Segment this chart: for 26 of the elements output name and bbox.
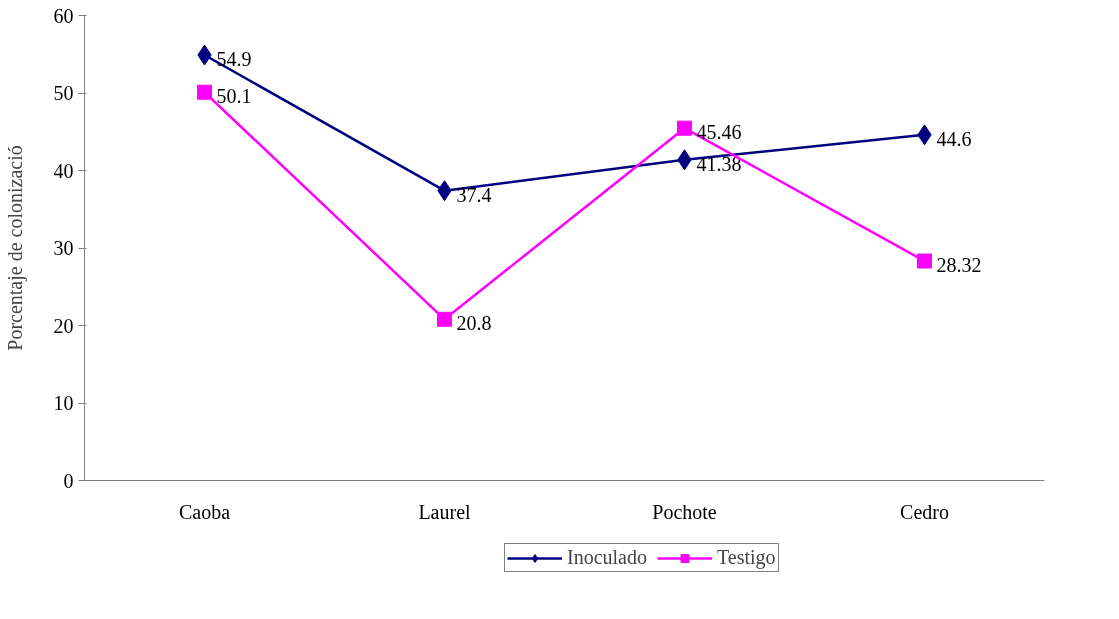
y-tick-label: 40 <box>53 159 74 182</box>
x-tick-label: Cedro <box>900 500 949 523</box>
point <box>197 84 212 100</box>
y-tick-label: 30 <box>53 237 74 259</box>
x-tick-label: Caoba <box>178 500 231 523</box>
y-tick-label: 20 <box>53 314 74 337</box>
data-label: 41.38 <box>696 152 742 175</box>
x-tick-label: Laurel <box>418 500 472 523</box>
y-tick-label: 0 <box>63 469 74 492</box>
y-tick-label: 50 <box>53 82 74 104</box>
legend-label: Testigo <box>716 546 776 569</box>
point <box>917 253 932 269</box>
y-axis-title: Porcentaje de colonizació <box>3 145 27 351</box>
data-label: 44.6 <box>936 127 972 150</box>
y-tick-label: 10 <box>53 392 74 414</box>
point <box>437 311 452 327</box>
data-label: 54.9 <box>216 48 252 71</box>
legend-label: Inoculado <box>567 546 647 569</box>
data-label: 50.1 <box>216 85 252 108</box>
data-label: 45.46 <box>696 121 742 144</box>
point <box>677 120 692 136</box>
data-label: 28.32 <box>936 254 982 277</box>
data-label: 20.8 <box>456 312 492 335</box>
y-tick-label: 60 <box>53 4 74 27</box>
x-tick-label: Pochote <box>652 500 717 523</box>
data-label: 37.4 <box>456 183 492 206</box>
